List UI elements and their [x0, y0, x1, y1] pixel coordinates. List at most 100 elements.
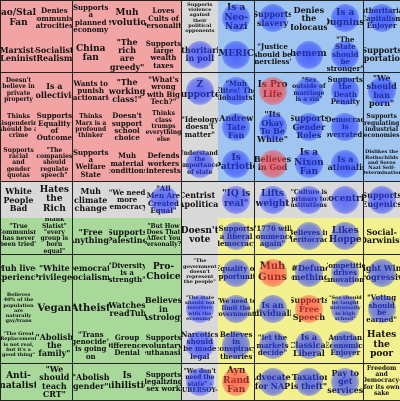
bingo-cell-label: Supports Equality of Outcome	[36, 111, 73, 143]
bingo-cell: Ayn Rand Fan	[218, 363, 256, 401]
bingo-cell-label: (((thememe)))	[291, 48, 327, 59]
bingo-cell-label: Authoritarian in poll	[182, 44, 219, 64]
bingo-cell-label: "The rich are greedy"	[109, 36, 145, 72]
bingo-cell: Austrian Economics Enjoyer	[327, 327, 365, 365]
bingo-cell-label: "Culture is primary to institutions"	[290, 189, 328, 209]
bingo-cell-label: Anti-natalist	[0, 371, 37, 391]
bingo-cell-label: "We don't need the state" -UBERSOY-	[182, 368, 218, 394]
bingo-cell: ((AMERICA))	[218, 36, 256, 74]
bingo-cell: "Democratic Socialism"	[72, 254, 110, 292]
bingo-cell: Hates the poor	[363, 327, 400, 365]
bingo-cell: "Its Okay To Be White"	[254, 109, 292, 147]
bingo-cell-label: "Voting should be earned"	[366, 293, 397, 325]
bingo-cell-label: "But How Does That Affect You Personally…	[145, 222, 183, 249]
bingo-cell-label: "Trans genocide" is going on	[72, 329, 110, 361]
bingo-cell-label: "Abolish gender"	[72, 372, 110, 391]
bingo-cell: "All Men Are Created Equal"	[145, 181, 183, 219]
bingo-cell: "let the markets decide"	[254, 327, 292, 365]
bingo-cell: Defends workers interests	[145, 145, 183, 183]
bingo-cell: "We should teach CRT"	[36, 363, 74, 401]
bingo-cell-label: Muh climate change	[74, 186, 108, 213]
bingo-cell: Muh material conditions	[109, 145, 147, 183]
bingo-cell: "But How Does That Affect You Personally…	[145, 218, 183, 256]
bingo-cell: Is an Individualist	[254, 290, 292, 328]
bingo-cell: "#Defund Something!"	[290, 254, 328, 292]
bingo-cell-label: "The Great Replacement is not real, but …	[0, 331, 37, 359]
bingo-cell: Supports a liberal democracy	[218, 218, 256, 256]
bingo-cell: "The state should not interfere with the…	[181, 290, 219, 328]
bingo-cell: "Abolish gender"	[72, 363, 110, 401]
bingo-cell-label: Thinks class trumps everything else	[145, 110, 182, 143]
bingo-cell-label: Supports a planned economy	[72, 2, 109, 34]
bingo-cell: Supports deportations	[363, 36, 400, 74]
bingo-cell-label: "1776 will commence again"	[254, 224, 292, 248]
bingo-cell: Supports large wealth taxes	[145, 36, 183, 74]
bingo-cell-label: "Muh Elites! The Globalists!"	[218, 78, 254, 103]
bingo-cell: "Competition drives innovation"	[327, 254, 365, 292]
bingo-cell-label: Pay to get services	[327, 368, 364, 395]
bingo-cell: Muh Guns	[254, 254, 292, 292]
bingo-cell: Atheist	[72, 290, 110, 328]
bingo-cell-label: Hates the Rich	[39, 184, 69, 214]
bingo-cell: "IQ is real"	[218, 181, 256, 219]
bingo-cell: (((thememe)))	[290, 36, 328, 74]
bingo-cell: Marxist-Leninist	[0, 36, 37, 74]
bingo-cell: Doesn't believe in private property	[0, 72, 37, 110]
bingo-cell: Is nihilistic	[109, 363, 147, 401]
bingo-cell-label: "Sex should be taught universally in hig…	[328, 294, 362, 322]
bingo-cell-label: "Its Okay To Be White"	[257, 109, 288, 145]
bingo-cell-label: Supports voluntary euthanasia	[145, 333, 183, 357]
bingo-cell: White People Bad	[0, 181, 37, 219]
bingo-cell: Supports slavery	[254, 0, 292, 37]
bingo-cell: Social-Darwinist	[363, 218, 400, 256]
bingo-cell-label: Muh Guns	[258, 261, 287, 283]
bingo-cell: "The government doesn't represent the pe…	[181, 254, 219, 292]
bingo-cell: Thinks Marx is a profound thinker	[72, 109, 110, 147]
bingo-cell: Advocates for NAP	[254, 363, 292, 401]
bingo-cell-label: Is a Collectivist	[36, 81, 72, 100]
bingo-cell-label: Denies communist atrocities	[36, 6, 74, 31]
bingo-cell: Centrist / Apolitical	[181, 181, 219, 219]
bingo-cell: Thinks class trumps everything else	[145, 109, 183, 147]
bingo-cell-label: Is an Individualist	[255, 299, 291, 318]
bingo-cell: "Culture is primary to institutions"	[290, 181, 328, 219]
bingo-cell-label: Supports the Death Penalty	[327, 75, 363, 107]
bingo-cell-label: Supports Eugenics	[363, 190, 400, 209]
bingo-cell: Supports racial and gender quotas	[0, 145, 37, 183]
bingo-cell-label: Believes in conspiracy theories	[218, 329, 254, 361]
bingo-cell: Doesn't support school choice	[109, 109, 147, 147]
bingo-cell-label: Mao/Stalin Fan	[0, 8, 37, 28]
bingo-cell: "We don't need the state" -UBERSOY-	[181, 363, 219, 401]
bingo-cell: Supports Gender Roles	[290, 109, 328, 147]
bingo-cell-label: Is Pro Life	[257, 80, 288, 100]
bingo-cell: Denies communist atrocities	[36, 0, 74, 37]
bingo-cell: "What's wrong with Big Tech?"	[145, 72, 183, 110]
bingo-cell: Is Patriotic	[218, 145, 256, 183]
bingo-cell: "The working class!"	[109, 72, 147, 110]
bingo-cell-label: "IQ is real"	[221, 189, 251, 209]
bingo-cell-label: "Abolish the family"	[36, 331, 74, 359]
bingo-cell-label: Atheist	[72, 302, 110, 314]
bingo-cell-label: Believes in God	[254, 154, 292, 173]
bingo-cell-label: Biocentrist	[327, 194, 365, 205]
bingo-cell-label: ((AMERICA))	[218, 48, 255, 59]
bingo-cell-label: Z Supporter	[182, 80, 218, 100]
bingo-cell: Supports voluntary euthanasia	[145, 327, 183, 365]
bingo-cell-label: "Democratic Socialism"	[72, 263, 110, 282]
bingo-cell-label: Is a Classical Liberal	[290, 331, 328, 359]
bingo-cell-label: "We need more Democracy"	[109, 187, 146, 212]
bingo-cell: Is a Dugninst	[327, 0, 365, 37]
bingo-cell: Doesn't vote	[181, 218, 219, 256]
bingo-cell: "Muh Elites! The Globalists!"	[218, 72, 256, 110]
bingo-cell-label: Blank Slatist" "every group is born equa…	[40, 218, 69, 255]
bingo-cell-label: Doesn't vote	[181, 225, 219, 246]
bingo-cell: Pro-Choice	[145, 254, 183, 292]
bingo-cell: China fan	[72, 36, 110, 74]
bingo-cell: Supports Free Speech	[290, 290, 328, 328]
bingo-cell-label: Thinks misgendering should be a crime	[0, 113, 36, 140]
bingo-cell: "Sex outside of marriage is a sin"	[290, 72, 328, 110]
bingo-cell: Supports the Death Penalty	[327, 72, 365, 110]
bingo-cell: "Abolish the family"	[36, 327, 74, 365]
bingo-cell: Is a Collectivist	[36, 72, 74, 110]
